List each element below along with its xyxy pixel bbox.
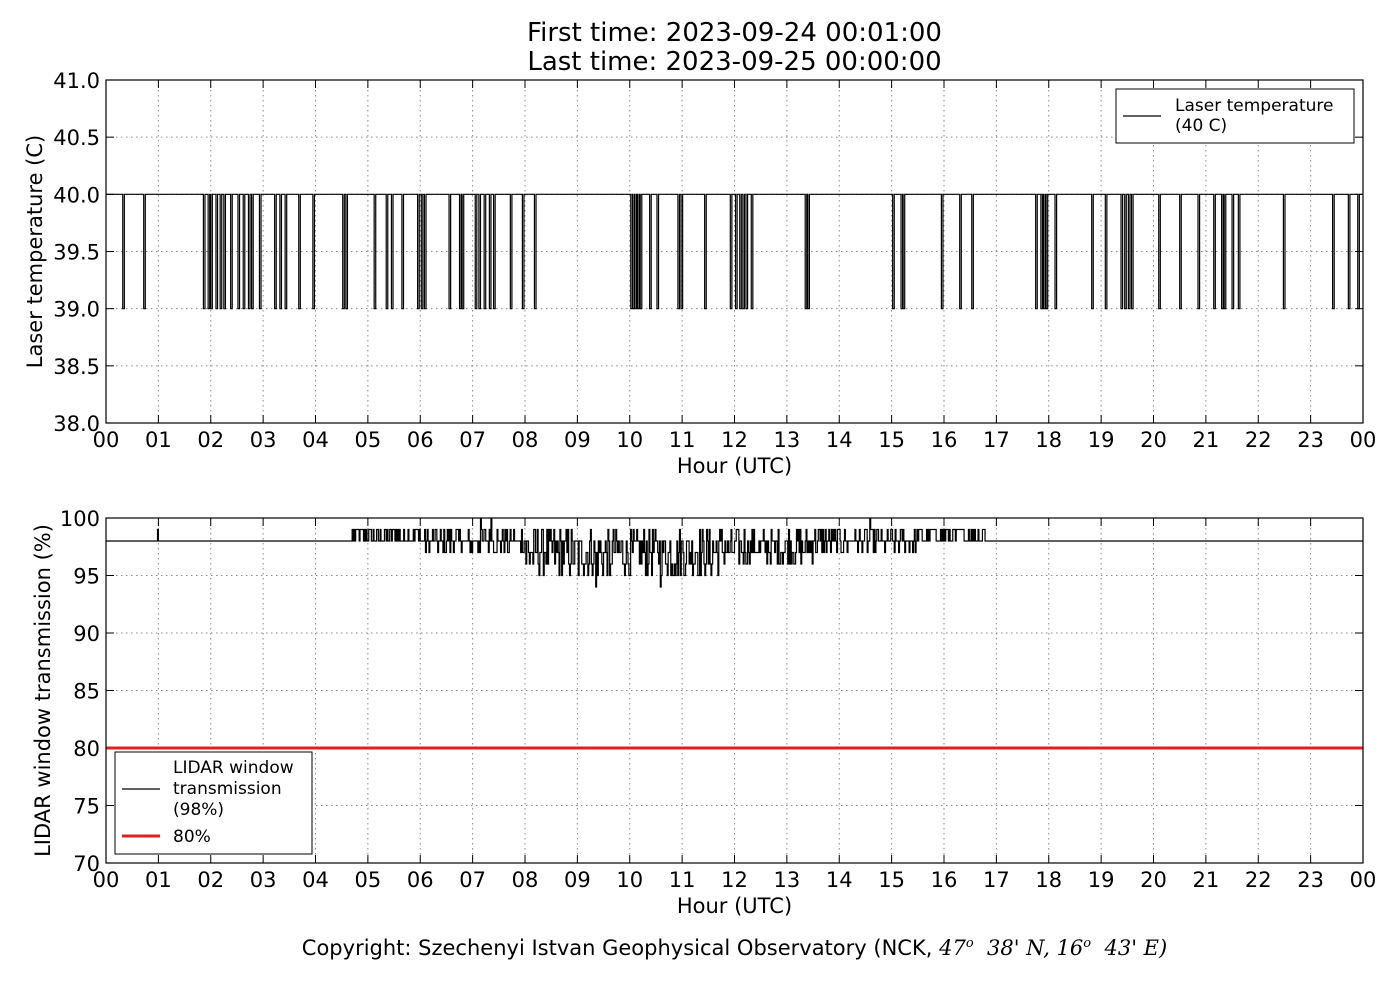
y-tick-label: 39.0 [53, 298, 100, 322]
x-tick-label: 21 [1193, 428, 1220, 452]
x-tick-label: 10 [616, 428, 643, 452]
x-tick-label: 19 [1088, 868, 1115, 892]
x-tick-label: 06 [407, 428, 434, 452]
x-tick-label: 22 [1245, 428, 1272, 452]
copyright-prefix: Copyright: Szechenyi Istvan Geophysical … [301, 936, 940, 960]
x-tick-label: 20 [1140, 868, 1167, 892]
plot-area [106, 518, 1363, 750]
y-tick-label: 90 [73, 622, 100, 646]
x-tick-label: 14 [826, 868, 853, 892]
legend-label-transmission: transmission [173, 779, 282, 799]
x-tick-label: 22 [1245, 868, 1272, 892]
y-tick-label: 70 [73, 852, 100, 876]
x-axis-label: Hour (UTC) [677, 894, 792, 918]
latitude-degree-mark: o [965, 936, 974, 951]
x-tick-label: 12 [721, 428, 748, 452]
x-tick-label: 18 [1035, 868, 1062, 892]
chart-canvas: 00 01 02 03 04 05 06 07 08 09 10 11 12 13 14 15 16 17 18 19… [23, 69, 1376, 918]
x-tick-label: 00 [93, 428, 120, 452]
x-tick-label: 08 [512, 428, 539, 452]
x-tick-label: 01 [145, 428, 172, 452]
legend: Laser temperature(40 C) [1115, 88, 1355, 144]
y-axis-label: Laser temperature (C) [23, 135, 47, 368]
x-tick-label: 15 [878, 428, 905, 452]
last-time-title: Last time: 2023-09-25 00:00:00 [527, 47, 942, 77]
plot-frame [105, 79, 1364, 424]
y-tick-label: 75 [73, 795, 100, 819]
x-tick-label: 09 [564, 868, 591, 892]
x-tick-label: 01 [145, 868, 172, 892]
x-tick-label: 16 [931, 868, 958, 892]
x-tick-label: 00 [1350, 868, 1377, 892]
x-tick-label: 04 [302, 428, 329, 452]
x-tick-label: 09 [564, 428, 591, 452]
x-tick-label: 21 [1193, 868, 1220, 892]
y-tick-label: 100 [60, 507, 100, 531]
latitude-minutes: 38' N, [987, 936, 1057, 960]
x-tick-label: 02 [197, 868, 224, 892]
legend-label-laser: Laser temperature [1175, 96, 1333, 116]
x-tick-label: 05 [355, 428, 382, 452]
x-tick-label: 13 [774, 868, 801, 892]
x-tick-label: 05 [355, 868, 382, 892]
x-tick-label: 11 [669, 868, 696, 892]
plot-area [106, 193, 1363, 310]
panel-2: 00 01 02 03 04 05 06 07 08 09 10 11 12 13 14 15 16 17 18 19… [31, 507, 1376, 918]
x-tick-label: 17 [983, 868, 1010, 892]
longitude-degrees: 16 [1056, 936, 1084, 960]
x-tick-label: 00 [1350, 428, 1377, 452]
first-time-title: First time: 2023-09-24 00:01:00 [527, 18, 942, 48]
x-axis-label: Hour (UTC) [677, 454, 792, 478]
x-tick-label: 23 [1297, 428, 1324, 452]
copyright-footer: Copyright: Szechenyi Istvan Geophysical … [0, 936, 1400, 960]
x-tick-label: 23 [1297, 868, 1324, 892]
x-tick-label: 11 [669, 428, 696, 452]
y-tick-label: 40.5 [53, 126, 100, 150]
x-tick-label: 20 [1140, 428, 1167, 452]
window-transmission-line [106, 518, 1363, 588]
x-tick-label: 15 [878, 868, 905, 892]
panel-1: 00 01 02 03 04 05 06 07 08 09 10 11 12 13 14 15 16 17 18 19… [23, 69, 1376, 478]
x-tick-label: 06 [407, 868, 434, 892]
x-tick-label: 16 [931, 428, 958, 452]
x-tick-label: 00 [93, 868, 120, 892]
y-tick-label: 39.5 [53, 241, 100, 265]
y-tick-label: 41.0 [53, 69, 100, 93]
x-tick-label: 02 [197, 428, 224, 452]
x-tick-label: 13 [774, 428, 801, 452]
legend-label-transmission: (98%) [173, 800, 224, 820]
y-tick-label: 40.0 [53, 183, 100, 207]
plot-frame [105, 517, 1364, 864]
laser-temperature-line [106, 193, 1363, 310]
x-tick-label: 10 [616, 868, 643, 892]
x-tick-label: 19 [1088, 428, 1115, 452]
x-tick-label: 08 [512, 868, 539, 892]
longitude-minutes: 43' E) [1104, 936, 1168, 960]
legend-label-80: 80% [173, 827, 211, 847]
x-tick-label: 12 [721, 868, 748, 892]
y-axis-label: LIDAR window transmission (%) [31, 524, 55, 857]
y-tick-label: 95 [73, 565, 100, 589]
x-tick-label: 07 [459, 428, 486, 452]
legend-label-laser: (40 C) [1175, 116, 1227, 136]
x-tick-label: 18 [1035, 428, 1062, 452]
x-tick-label: 17 [983, 428, 1010, 452]
x-tick-label: 14 [826, 428, 853, 452]
legend-label-transmission: LIDAR window [173, 758, 294, 778]
x-tick-label: 04 [302, 868, 329, 892]
y-tick-label: 80 [73, 737, 100, 761]
latitude-degrees: 47 [939, 936, 966, 960]
x-tick-label: 07 [459, 868, 486, 892]
y-tick-label: 38.0 [53, 412, 100, 436]
x-tick-label: 03 [250, 868, 277, 892]
y-tick-label: 85 [73, 680, 100, 704]
longitude-degree-mark: o [1083, 936, 1092, 951]
x-tick-label: 03 [250, 428, 277, 452]
y-tick-label: 38.5 [53, 355, 100, 379]
